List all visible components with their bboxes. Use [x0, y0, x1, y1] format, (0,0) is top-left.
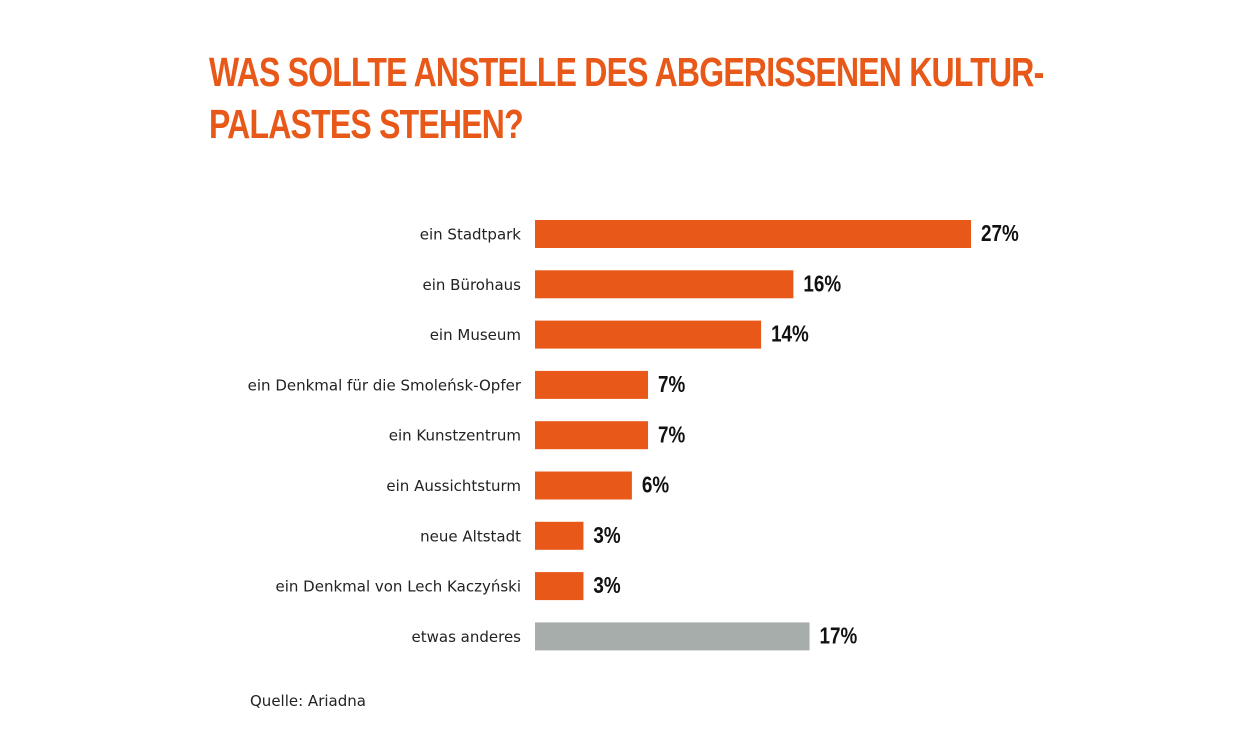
- value-label: 3%: [593, 573, 621, 598]
- value-label: 27%: [981, 221, 1019, 246]
- category-label: ein Bürohaus: [422, 276, 521, 294]
- category-label: ein Museum: [430, 326, 521, 344]
- value-label: 6%: [642, 473, 670, 498]
- value-label: 16%: [803, 272, 841, 297]
- value-label: 7%: [658, 423, 686, 448]
- source-note: Quelle: Ariadna: [250, 692, 366, 710]
- category-label: ein Denkmal von Lech Kaczyński: [276, 578, 522, 596]
- category-label: ein Denkmal für die Smoleńsk-Opfer: [248, 376, 522, 394]
- value-label: 3%: [593, 523, 621, 548]
- value-label: 17%: [820, 624, 858, 649]
- category-label: ein Kunstzentrum: [389, 427, 521, 445]
- bar: [535, 270, 794, 299]
- bar: [535, 320, 762, 349]
- bar: [535, 471, 632, 500]
- value-label: 7%: [658, 372, 686, 397]
- bar: [535, 622, 810, 651]
- bar: [535, 421, 649, 450]
- category-label: neue Altstadt: [420, 527, 521, 545]
- value-label: 14%: [771, 322, 809, 347]
- category-label: ein Aussichtsturm: [386, 477, 521, 495]
- bar: [535, 220, 971, 248]
- bar: [535, 572, 584, 601]
- category-label: etwas anderes: [412, 628, 522, 646]
- bar: [535, 370, 649, 399]
- chart-title-line-2: palastes stehen?: [209, 101, 524, 147]
- bar: [535, 521, 584, 550]
- category-label: ein Stadtpark: [420, 226, 522, 244]
